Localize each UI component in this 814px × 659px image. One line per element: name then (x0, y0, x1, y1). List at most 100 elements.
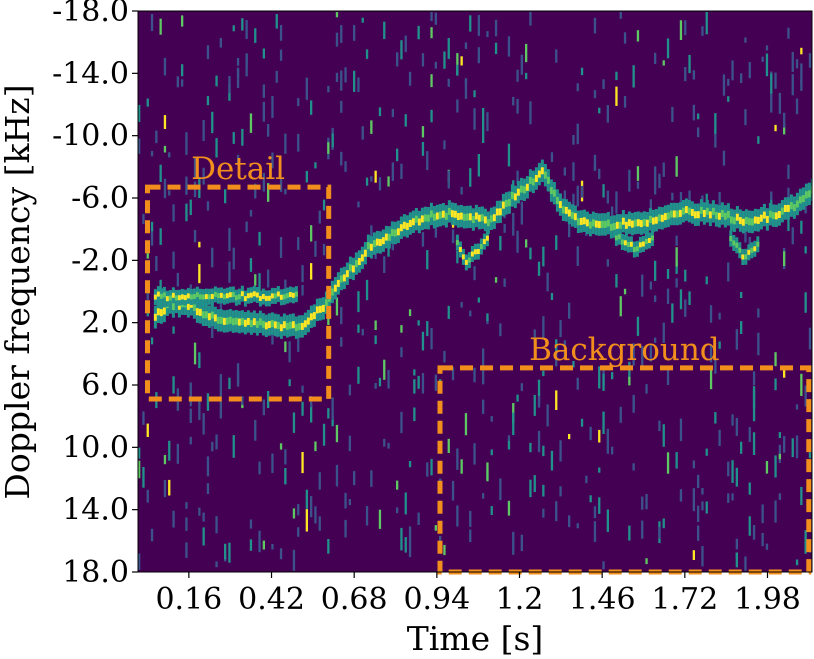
noise-cell (408, 71, 412, 86)
annotation-box-detail (145, 184, 332, 402)
annotation-label-background: Background (529, 332, 720, 368)
noise-cell (520, 201, 523, 225)
noise-cell (692, 488, 695, 512)
signal-cell (708, 211, 712, 219)
signal-cell (363, 249, 367, 257)
noise-cell (804, 542, 807, 554)
noise-cell (697, 127, 700, 138)
noise-cell (765, 461, 769, 474)
signal-cell (156, 308, 160, 316)
signal-cell (447, 207, 451, 215)
noise-cell (572, 361, 575, 368)
noise-cell (434, 525, 437, 531)
noise-cell (267, 269, 270, 288)
noise-cell (752, 525, 756, 540)
noise-cell (262, 48, 265, 59)
noise-cell (705, 12, 708, 35)
noise-cell (512, 96, 515, 106)
y-tick-label: 2.0 (81, 306, 129, 341)
noise-cell (254, 419, 257, 441)
signal-cell (485, 235, 489, 241)
noise-cell (752, 432, 756, 455)
noise-cell (150, 14, 154, 31)
signal-cell (600, 220, 604, 228)
noise-cell (529, 247, 532, 260)
signal-cell (461, 254, 465, 260)
signal-cell (623, 240, 627, 246)
y-tick-label: 18.0 (62, 555, 129, 590)
noise-cell (396, 507, 399, 514)
noise-cell (666, 288, 670, 304)
signal-cell (564, 206, 568, 214)
noise-cell (327, 142, 330, 154)
noise-cell (559, 486, 562, 497)
noise-cell (580, 67, 584, 76)
noise-cell (314, 162, 317, 169)
signal-cell (732, 217, 736, 225)
noise-cell (421, 126, 425, 138)
noise-cell (705, 448, 708, 456)
signal-cell (504, 199, 508, 207)
signal-cell (756, 241, 760, 247)
noise-cell (163, 145, 167, 153)
signal-cell (582, 217, 586, 225)
noise-cell (688, 54, 691, 74)
noise-cell (589, 426, 592, 433)
noise-cell (198, 397, 201, 420)
signal-cell (510, 192, 514, 199)
noise-cell (529, 479, 532, 498)
signal-cell (603, 220, 607, 228)
signal-cell (246, 293, 250, 299)
noise-cell (211, 321, 214, 338)
noise-cell (520, 54, 523, 75)
signal-cell (162, 307, 166, 315)
signal-cell (467, 257, 471, 263)
signal-cell (537, 170, 541, 178)
noise-cell (198, 264, 201, 284)
noise-cell (645, 558, 648, 565)
noise-cell (181, 15, 184, 27)
noise-cell (396, 480, 399, 490)
noise-cell (430, 458, 433, 476)
signal-cell (309, 313, 313, 321)
noise-cell (619, 11, 622, 19)
signal-cell (635, 246, 639, 252)
noise-cell (662, 518, 665, 529)
noise-cell (757, 308, 760, 318)
noise-cell (576, 377, 579, 390)
noise-cell (692, 550, 695, 560)
signal-cell (324, 299, 328, 307)
noise-cell (494, 42, 498, 55)
noise-cell (705, 501, 708, 514)
noise-cell (340, 25, 343, 43)
noise-cell (228, 261, 231, 283)
noise-cell (262, 84, 265, 98)
signal-cell (222, 317, 226, 325)
noise-cell (426, 462, 429, 477)
y-tick-label: 14.0 (62, 493, 129, 528)
noise-cell (249, 113, 253, 133)
noise-cell (598, 497, 601, 514)
noise-cell (284, 133, 287, 154)
signal-cell (744, 217, 748, 224)
noise-cell (679, 496, 683, 502)
noise-cell (555, 339, 558, 356)
noise-cell (593, 154, 597, 171)
signal-cell (465, 213, 469, 221)
noise-cell (447, 38, 450, 59)
signal-cell (741, 254, 745, 260)
noise-cell (666, 38, 670, 59)
signal-cell (288, 321, 292, 329)
noise-cell (731, 460, 734, 483)
noise-cell (378, 377, 382, 387)
signal-cell (153, 313, 157, 321)
signal-cell (216, 316, 220, 324)
noise-cell (718, 341, 721, 349)
noise-cell (361, 126, 364, 140)
noise-cell (692, 104, 695, 121)
noise-cell (783, 112, 786, 128)
signal-cell (476, 249, 480, 254)
noise-cell (727, 96, 730, 102)
noise-cell (804, 385, 807, 407)
